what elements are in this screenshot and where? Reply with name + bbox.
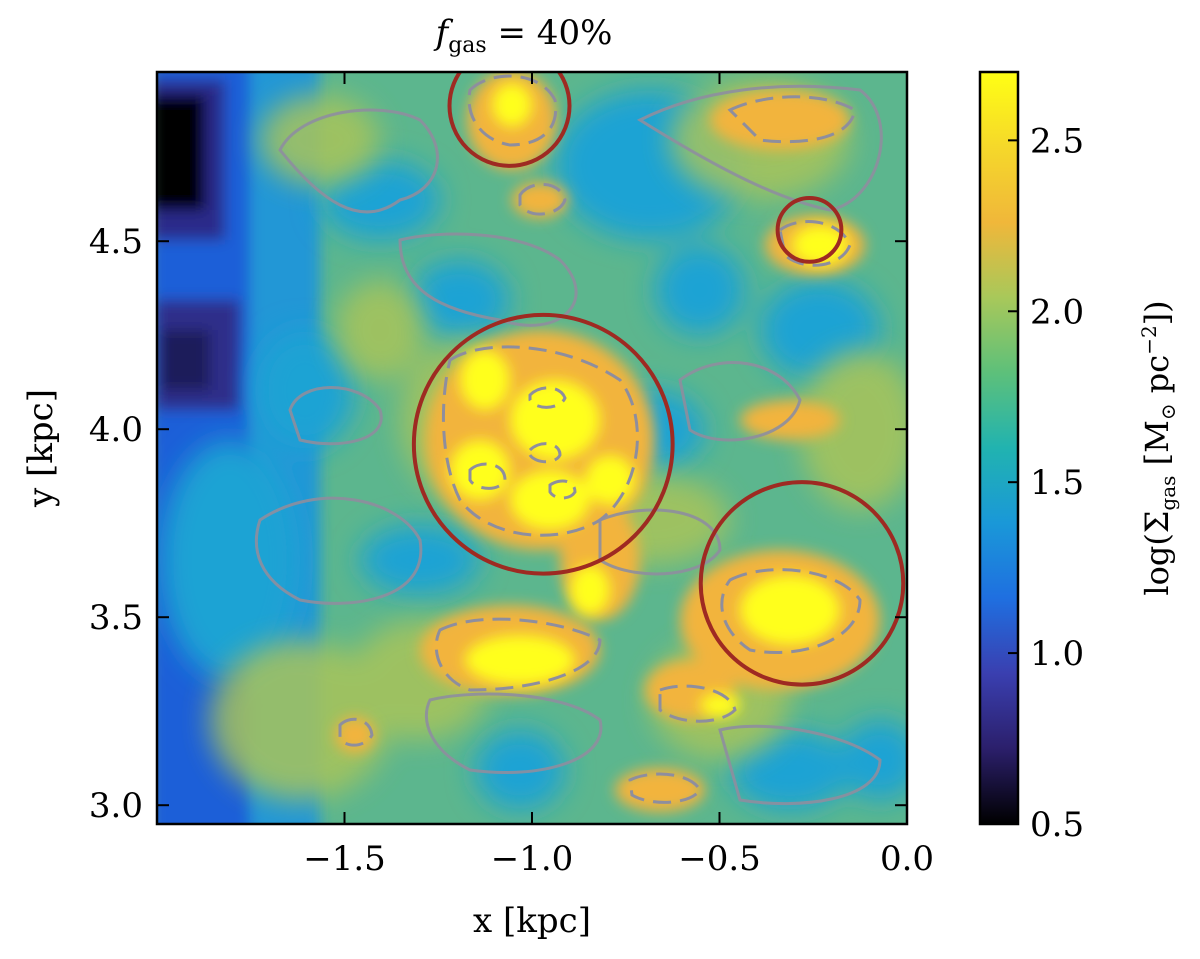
cbar-tick-label-1: 1.0	[1030, 634, 1084, 674]
title-sub: gas	[448, 33, 487, 58]
cbar-label-unit: pc	[1138, 355, 1176, 404]
region-circle-1	[447, 72, 572, 168]
cbar-label-mid: [M	[1138, 420, 1176, 475]
y-tick-label-0: 3.0	[89, 786, 143, 826]
cbar-tick-label-4: 2.5	[1030, 121, 1084, 161]
x-tick-label-3: 0.0	[880, 839, 934, 879]
chart-title: fgas = 40%	[433, 13, 613, 58]
region-circle-3	[411, 312, 675, 576]
y-tick-label-2: 4.0	[89, 410, 143, 450]
y-axis-label: y [kpc]	[21, 389, 61, 508]
region-circle-2	[775, 196, 844, 264]
x-tick-label-2: −0.5	[678, 839, 761, 879]
x-tick-label-0: −1.5	[303, 839, 386, 879]
x-tick-label-1: −1.0	[491, 839, 574, 879]
y-tick-label-3: 4.5	[89, 222, 143, 262]
void-regions	[160, 90, 907, 810]
solid-contours	[254, 84, 883, 806]
colorbar-ticks: 0.5 1.0 1.5 2.0 2.5	[1008, 121, 1084, 845]
cbar-tick-label-3: 2.0	[1030, 292, 1084, 332]
cbar-label-prefix: log(Σ	[1138, 511, 1176, 596]
cbar-label-sup: −2	[1137, 325, 1161, 354]
heatmap	[157, 72, 907, 824]
title-suffix: = 40%	[487, 13, 613, 53]
circle-markers	[411, 72, 906, 687]
cbar-label-suffix: ])	[1138, 300, 1176, 325]
cbar-tick-label-2: 1.5	[1030, 463, 1084, 503]
dashed-contours	[338, 74, 862, 804]
cbar-label-sub: gas	[1156, 476, 1180, 511]
cbar-tick-label-0: 0.5	[1030, 805, 1084, 845]
colorbar-label: log(Σgas [M⊙ pc−2])	[1137, 300, 1180, 595]
x-axis-label: x [kpc]	[473, 901, 591, 941]
region-circle-4	[698, 480, 906, 687]
axis-ticks: −1.5 −1.0 −0.5 0.0 3.0 3.5 4.0 4.5	[89, 72, 934, 879]
colorbar	[978, 70, 1020, 826]
cbar-label-sun: ⊙	[1156, 403, 1180, 420]
y-tick-label-1: 3.5	[89, 598, 143, 638]
